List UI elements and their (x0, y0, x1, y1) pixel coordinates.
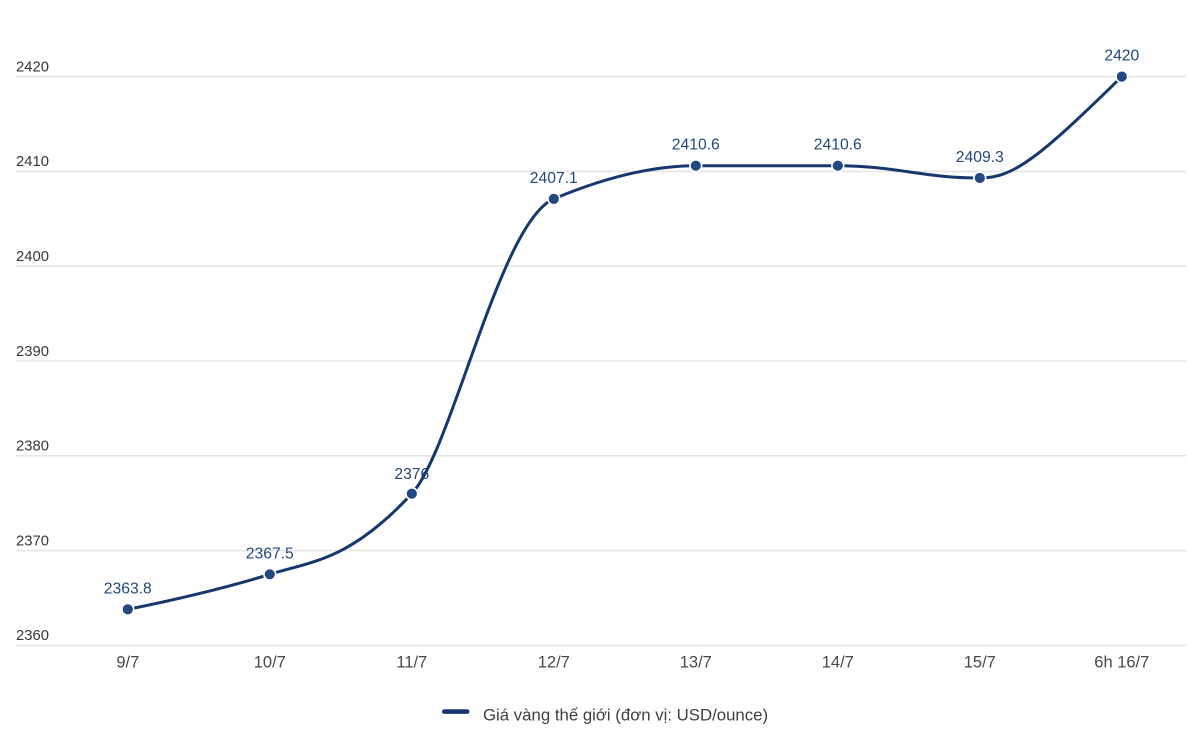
svg-text:9/7: 9/7 (116, 654, 139, 672)
svg-text:11/7: 11/7 (396, 654, 427, 672)
svg-text:14/7: 14/7 (822, 654, 854, 672)
svg-text:2363.8: 2363.8 (104, 580, 152, 597)
svg-text:12/7: 12/7 (538, 654, 570, 672)
svg-text:13/7: 13/7 (680, 654, 712, 672)
svg-text:15/7: 15/7 (964, 654, 996, 672)
svg-text:2409.3: 2409.3 (956, 149, 1004, 166)
svg-text:2410: 2410 (16, 154, 49, 170)
svg-text:10/7: 10/7 (254, 654, 286, 672)
svg-text:2400: 2400 (16, 249, 49, 265)
svg-text:2420: 2420 (16, 59, 49, 75)
svg-text:2367.5: 2367.5 (246, 545, 294, 562)
svg-text:2410.6: 2410.6 (672, 137, 720, 154)
svg-text:Giá vàng thế giới (đơn vị: USD: Giá vàng thế giới (đơn vị: USD/ounce) (483, 706, 768, 725)
svg-text:2390: 2390 (16, 344, 49, 360)
svg-text:6h 16/7: 6h 16/7 (1094, 654, 1149, 672)
svg-text:2410.6: 2410.6 (814, 137, 862, 154)
svg-text:2370: 2370 (16, 533, 49, 549)
svg-text:2420: 2420 (1104, 48, 1139, 65)
svg-text:2380: 2380 (16, 439, 49, 455)
svg-text:2407.1: 2407.1 (530, 170, 578, 187)
svg-text:2360: 2360 (16, 628, 49, 644)
